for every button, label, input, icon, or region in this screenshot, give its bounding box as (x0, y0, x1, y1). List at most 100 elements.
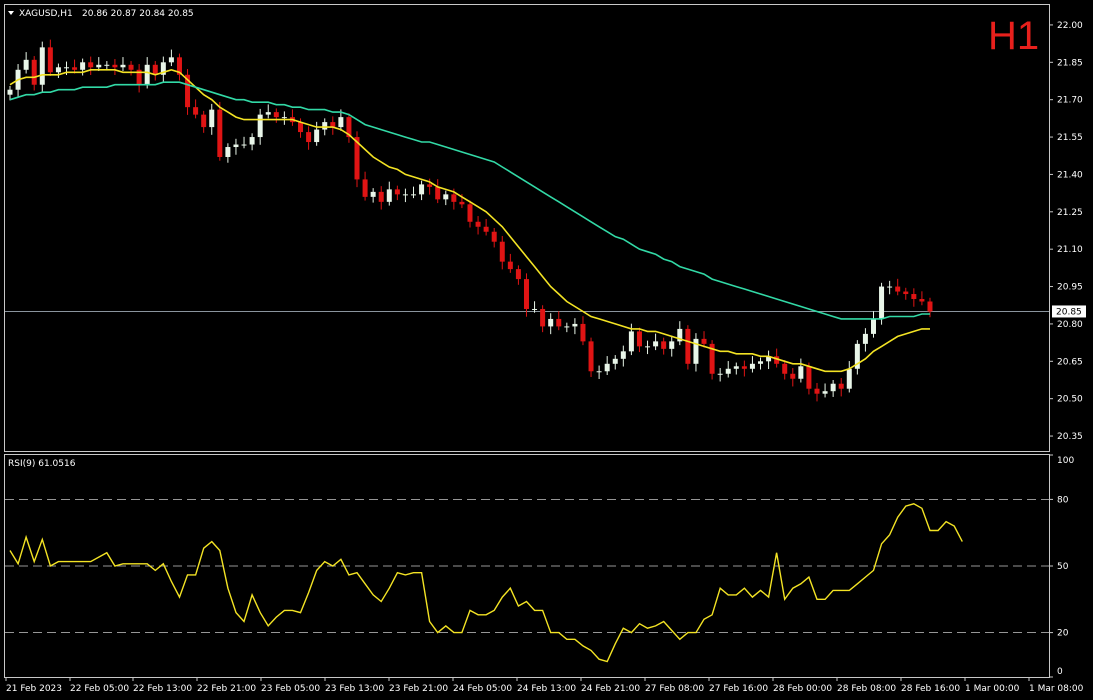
time-axis: 21 Feb 2023 22 Feb 05:00 22 Feb 13:00 22 Fe… (5, 677, 1084, 694)
moving-average-line (9, 68, 930, 373)
time-tick-label: 23 Feb 13:00 (325, 684, 384, 694)
price-tick-label: 21.70 (1057, 96, 1083, 106)
candle-body (556, 318, 562, 327)
price-tick-label: 22.00 (1057, 21, 1083, 31)
candle-body (515, 269, 521, 280)
candle-body (604, 363, 610, 372)
candle-body (903, 291, 909, 295)
candle-body (911, 294, 917, 300)
price-tick-label: 20.35 (1057, 432, 1083, 442)
candle-body (330, 122, 336, 128)
time-tick-label: 23 Feb 21:00 (389, 684, 448, 694)
candle-body (717, 373, 723, 375)
candle-body (475, 221, 481, 227)
candle-body (96, 64, 102, 68)
candle-body (120, 64, 126, 68)
price-tick-label: 21.40 (1057, 170, 1083, 180)
candle-body (281, 117, 287, 119)
candle-body (870, 318, 876, 334)
candle-body (564, 326, 570, 328)
candle-body (790, 373, 796, 379)
candle-body (201, 114, 207, 128)
candle-body (806, 366, 812, 389)
candle-body (386, 189, 392, 202)
candle-body (88, 62, 94, 68)
candle-body (507, 261, 513, 270)
candle-body (580, 323, 586, 342)
candle-body (685, 328, 691, 364)
current-price-tag (1052, 305, 1086, 318)
candle-body (55, 67, 61, 73)
candle-body (548, 318, 554, 327)
rsi-tick-label: 0 (1057, 667, 1063, 677)
time-tick-label: 23 Feb 05:00 (261, 684, 320, 694)
rsi-tick-label: 50 (1057, 562, 1069, 572)
candle-body (782, 363, 788, 374)
moving-average-line (9, 81, 930, 320)
candle-body (411, 194, 416, 196)
price-pane-frame (4, 4, 1050, 452)
candle-body (749, 363, 755, 369)
rsi-tick-label: 20 (1057, 629, 1069, 639)
candlestick-series (7, 39, 933, 402)
candle-body (645, 346, 651, 348)
candle-body (451, 194, 457, 202)
candle-body (273, 112, 279, 118)
candle-body (677, 328, 683, 342)
candle-body (217, 109, 223, 157)
candle-body (435, 186, 441, 200)
time-tick-label: 22 Feb 13:00 (133, 684, 192, 694)
candle-body (128, 64, 134, 70)
moving-average-lines (9, 68, 930, 373)
timeframe-badge: H1 (988, 14, 1039, 58)
price-tick-label: 21.55 (1057, 133, 1083, 143)
candle-body (80, 62, 86, 70)
price-tick-label: 21.10 (1057, 245, 1083, 255)
price-tick-label: 20.65 (1057, 357, 1083, 367)
rsi-axis: 100 80 50 20 0 (1049, 454, 1074, 678)
candle-body (39, 47, 45, 85)
candle-body (378, 191, 384, 202)
price-tick-label: 21.85 (1057, 58, 1083, 68)
candle-body (225, 147, 231, 157)
price-tick-label: 20.95 (1057, 283, 1083, 293)
candle-body (491, 231, 497, 242)
candle-body (822, 391, 828, 394)
candle-body (370, 191, 376, 197)
time-tick-label: 27 Feb 16:00 (709, 684, 768, 694)
candle-body (152, 64, 158, 75)
candle-body (741, 366, 747, 369)
price-tick-label: 21.25 (1057, 208, 1083, 218)
candle-body (168, 57, 174, 63)
candle-body (774, 356, 780, 364)
dropdown-triangle-icon[interactable] (8, 11, 14, 15)
candle-body (265, 112, 271, 115)
current-price-label: 20.85 (1056, 307, 1082, 317)
time-tick-label: 28 Feb 08:00 (837, 684, 896, 694)
candle-body (830, 383, 836, 392)
rsi-tick-label: 80 (1057, 495, 1069, 505)
time-tick-label: 21 Feb 2023 (6, 684, 62, 694)
symbol-label: XAGUSD,H1 (19, 9, 73, 19)
candle-body (766, 356, 772, 362)
candle-body (144, 64, 150, 85)
candle-body (233, 144, 239, 148)
time-tick-label: 24 Feb 21:00 (581, 684, 640, 694)
candle-body (314, 129, 320, 143)
price-axis: 22.00 21.85 21.70 21.55 21.40 21.25 21.10 20.95… (1049, 21, 1086, 442)
candle-body (136, 69, 142, 85)
candle-body (693, 338, 699, 364)
price-tick-label: 20.50 (1057, 395, 1083, 405)
candle-body (879, 286, 885, 319)
candle-body (895, 286, 901, 292)
candle-body (653, 341, 659, 347)
candle-body (47, 47, 53, 73)
candle-body (532, 308, 538, 310)
candle-body (176, 57, 182, 75)
time-tick-label: 22 Feb 21:00 (197, 684, 256, 694)
candle-body (362, 179, 368, 197)
time-tick-label: 28 Feb 00:00 (773, 684, 832, 694)
candle-body (427, 184, 433, 187)
candle-body (322, 122, 328, 130)
